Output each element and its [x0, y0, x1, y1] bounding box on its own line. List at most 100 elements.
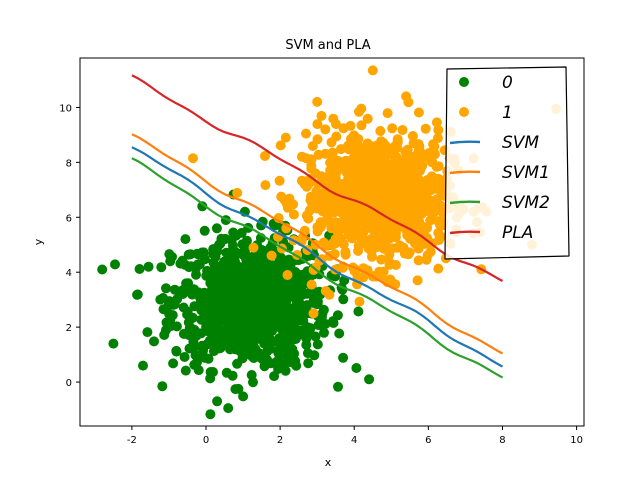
scatter-point — [356, 228, 367, 239]
x-tick-label: 6 — [425, 435, 431, 446]
scatter-point — [287, 357, 298, 368]
x-axis-label: x — [325, 456, 332, 469]
scatter-point — [204, 269, 215, 280]
scatter-point — [220, 270, 231, 281]
scatter-point — [303, 358, 314, 369]
line-series-pla — [131, 74, 504, 282]
scatter-point — [196, 328, 207, 339]
scatter-point — [319, 327, 329, 338]
scatter-point — [280, 365, 291, 376]
scatter-point — [320, 319, 331, 329]
scatter-point — [396, 172, 407, 182]
scatter-point — [252, 328, 263, 339]
line-series-svm1 — [131, 133, 504, 355]
scatter-point — [400, 146, 411, 157]
scatter-point — [259, 361, 270, 372]
scatter-point — [305, 154, 316, 165]
scatter-point — [353, 134, 364, 145]
scatter-point — [258, 259, 269, 270]
scatter-point — [355, 173, 366, 183]
scatter-point — [422, 250, 433, 261]
scatter-point — [280, 132, 291, 143]
scatter-point — [312, 96, 323, 107]
scatter-point — [341, 180, 352, 190]
scatter-point — [312, 134, 323, 145]
scatter-point — [156, 262, 167, 273]
line-series-svm2 — [131, 157, 504, 379]
scatter-point — [225, 344, 236, 355]
scatter-point — [329, 222, 340, 233]
legend-frame — [444, 66, 570, 260]
scatter-point — [190, 341, 200, 352]
legend-line — [449, 230, 481, 235]
legend-item: SVM — [449, 133, 539, 153]
scatter-point — [158, 293, 169, 303]
scatter-point — [227, 262, 238, 273]
plot-area — [97, 65, 562, 420]
scatter-point — [332, 310, 343, 321]
y-axis-label: y — [32, 238, 45, 245]
scatter-point — [413, 255, 424, 266]
scatter-point — [208, 367, 218, 377]
scatter-point — [134, 264, 145, 274]
x-tick-label: 10 — [570, 435, 583, 446]
scatter-point — [227, 270, 238, 281]
scatter-point — [233, 285, 244, 296]
scatter-point — [424, 176, 435, 187]
scatter-point — [312, 299, 323, 310]
scatter-point — [331, 197, 341, 207]
scatter-point — [387, 123, 398, 134]
scatter-point — [266, 286, 277, 297]
scatter-point — [236, 323, 247, 334]
scatter-point — [354, 296, 365, 307]
scatter-point — [249, 253, 260, 264]
scatter-point — [211, 311, 222, 322]
x-tick-label: 0 — [203, 435, 209, 446]
scatter-point — [417, 160, 428, 171]
scatter-point — [205, 409, 216, 420]
scatter-point — [254, 272, 265, 283]
scatter-point — [180, 365, 191, 376]
scatter-point — [190, 263, 201, 274]
scatter-point — [260, 151, 270, 161]
scatter-point — [328, 113, 339, 124]
scatter-point — [296, 303, 307, 314]
scatter-point — [108, 338, 119, 349]
scatter-point — [304, 205, 315, 216]
scatter-point — [248, 377, 258, 388]
legend-item: SVM2 — [449, 193, 550, 213]
scatter-point — [296, 151, 307, 162]
scatter-point — [240, 315, 251, 325]
scatter-point — [143, 261, 154, 272]
legend-line — [449, 170, 481, 175]
scatter-point — [142, 327, 153, 338]
scatter-point — [402, 230, 413, 241]
scatter-point — [241, 339, 252, 350]
scatter-series-0 — [97, 189, 379, 420]
scatter-point — [171, 345, 182, 356]
scatter-point — [378, 198, 389, 209]
scatter-point — [379, 171, 389, 182]
scatter-point — [246, 350, 257, 361]
chart-title: SVM and PLA — [285, 38, 370, 53]
scatter-point — [407, 131, 418, 141]
scatter-point — [257, 284, 268, 295]
scatter-point — [358, 143, 369, 154]
scatter-point — [236, 227, 247, 238]
scatter-point — [211, 223, 222, 234]
scatter-point — [248, 302, 259, 313]
scatter-point — [437, 205, 448, 216]
scatter-point — [362, 159, 373, 170]
scatter-point — [412, 275, 423, 286]
scatter-point — [297, 311, 307, 322]
scatter-point — [260, 180, 271, 191]
legend: 0 1 SVM SVM1 SVM2 PLA — [444, 66, 570, 260]
x-tick-label: 2 — [277, 435, 283, 446]
scatter-point — [299, 275, 310, 286]
scatter-point — [289, 325, 300, 336]
scatter-point — [306, 279, 317, 290]
scatter-point — [188, 153, 198, 164]
scatter-point — [212, 246, 223, 257]
scatter-point — [243, 282, 254, 293]
x-tick-label: 4 — [351, 435, 357, 446]
